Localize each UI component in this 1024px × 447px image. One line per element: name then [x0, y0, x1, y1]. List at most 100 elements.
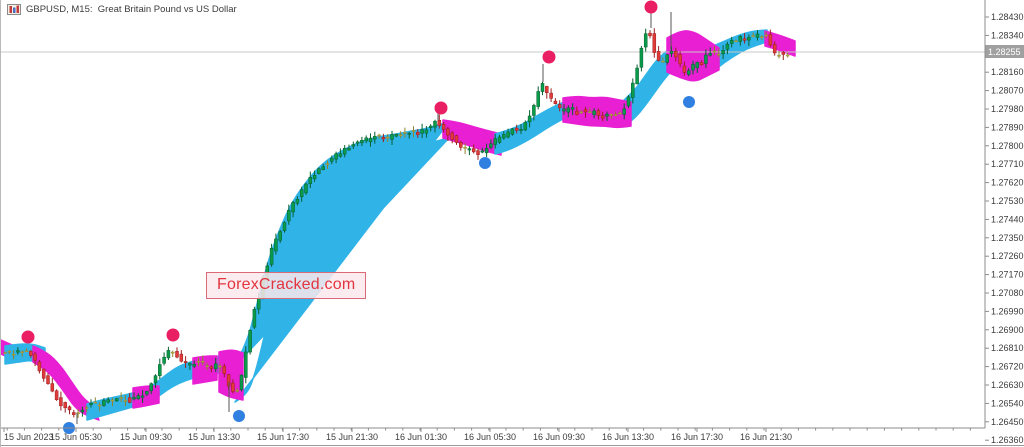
candle-body: [317, 168, 321, 174]
candle-body: [420, 129, 424, 134]
candle-body: [136, 395, 141, 399]
chart-symbol-icon: [7, 4, 21, 15]
candle-body: [248, 330, 252, 353]
candle-body: [454, 135, 459, 143]
sell-signal-dot: [166, 328, 180, 342]
ribbon-down-segment: [132, 385, 160, 409]
candle-body: [291, 201, 295, 213]
candle-body: [102, 400, 106, 406]
candle-body: [153, 375, 158, 384]
candle-body: [119, 397, 123, 399]
candle-body: [308, 177, 313, 184]
candle-body: [519, 129, 523, 131]
candle-body: [562, 108, 566, 112]
candle-body: [592, 110, 596, 115]
candle-body: [437, 120, 442, 126]
candle-body: [72, 412, 76, 415]
candle-body: [755, 33, 760, 38]
price-axis-label: 1.27710: [991, 159, 1024, 169]
price-axis-label: 1.27620: [991, 178, 1024, 188]
candle-body: [785, 54, 790, 57]
candle-body: [652, 33, 657, 53]
candle-body: [325, 163, 330, 165]
price-axis[interactable]: [985, 0, 1024, 447]
candle-body: [54, 390, 59, 401]
candle-body: [618, 112, 622, 115]
candle-body: [557, 104, 562, 108]
candle-body: [540, 83, 545, 92]
price-axis-label: 1.28430: [991, 12, 1024, 22]
price-axis-label: 1.27350: [991, 233, 1024, 243]
candle-body: [729, 40, 734, 44]
candle-body: [643, 33, 648, 48]
time-axis-label: 15 Jun 13:30: [188, 432, 240, 442]
candle-body: [721, 50, 725, 55]
candle-body: [575, 110, 579, 115]
price-axis-label: 1.26630: [991, 380, 1024, 390]
candle-body: [502, 134, 506, 139]
candle-body: [80, 409, 85, 413]
candle-body: [213, 363, 218, 370]
candle-body: [717, 53, 721, 56]
time-axis-label: 16 Jun 09:30: [533, 432, 585, 442]
candle-body: [648, 32, 652, 37]
candle-body: [674, 51, 678, 58]
price-axis-label: 1.26900: [991, 325, 1024, 335]
price-axis-label: 1.26720: [991, 362, 1024, 372]
candle-body: [777, 54, 781, 57]
time-axis-label: 15 Jun 17:30: [257, 432, 309, 442]
candle-body: [192, 364, 196, 367]
candle-body: [596, 110, 601, 116]
candle-body: [398, 134, 403, 136]
candle-body: [656, 51, 661, 61]
candle-body: [166, 350, 171, 359]
candle-body: [304, 183, 308, 194]
price-axis-label: 1.27260: [991, 251, 1024, 261]
candle-body: [132, 397, 136, 400]
candle-body: [695, 62, 700, 69]
candle-body: [549, 92, 553, 99]
watermark-text: ForexCracked.com: [217, 276, 356, 293]
candle-body: [145, 391, 149, 395]
candle-body: [609, 114, 614, 116]
candle-body: [312, 175, 317, 180]
price-axis-label: 1.26450: [991, 417, 1024, 427]
candle-body: [725, 43, 730, 50]
candle-body: [523, 122, 528, 131]
candle-body: [691, 64, 695, 71]
candle-body: [510, 128, 515, 135]
candle-body: [734, 40, 738, 43]
candle-body: [338, 153, 343, 157]
candle-body: [67, 406, 72, 411]
candle-body: [183, 361, 188, 363]
candle-body: [583, 109, 588, 113]
candle-body: [661, 61, 665, 63]
candle-body: [527, 115, 532, 123]
candle-body: [493, 138, 497, 145]
candle-body: [97, 404, 102, 407]
candle-body: [566, 107, 571, 113]
candle-body: [772, 44, 777, 54]
candle-body: [639, 47, 644, 68]
candle-body: [385, 136, 390, 139]
price-axis-label: 1.27170: [991, 270, 1024, 280]
sell-signal-dot: [434, 101, 448, 115]
candle-body: [381, 137, 386, 140]
price-axis-label: 1.27890: [991, 122, 1024, 132]
candle-body: [351, 144, 356, 147]
candle-body: [631, 82, 635, 98]
current-price-box: [985, 45, 1024, 58]
candle-body: [364, 137, 368, 142]
candle-body: [626, 96, 631, 107]
candle-body: [235, 390, 239, 392]
candle-body: [708, 53, 712, 56]
buy-signal-dot: [479, 157, 491, 169]
candle-body: [682, 65, 687, 73]
candle-body: [751, 35, 755, 37]
candle-body: [269, 248, 274, 265]
candle-body: [411, 130, 416, 132]
time-axis-label: 16 Jun 17:30: [671, 432, 723, 442]
candle-body: [747, 37, 751, 41]
